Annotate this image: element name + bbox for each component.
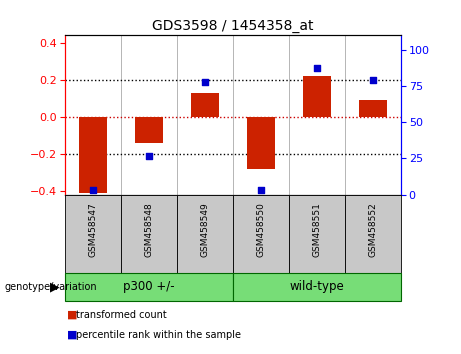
Text: p300 +/-: p300 +/- xyxy=(123,280,174,293)
Point xyxy=(89,187,96,193)
Text: GSM458549: GSM458549 xyxy=(200,202,209,257)
Bar xyxy=(191,93,219,117)
Bar xyxy=(359,100,387,117)
Point xyxy=(369,77,377,83)
Text: GSM458548: GSM458548 xyxy=(144,202,153,257)
Text: percentile rank within the sample: percentile rank within the sample xyxy=(76,330,241,339)
Bar xyxy=(247,117,275,169)
Bar xyxy=(303,76,331,117)
Text: genotype/variation: genotype/variation xyxy=(5,282,97,292)
Text: GSM458547: GSM458547 xyxy=(88,202,97,257)
Point xyxy=(201,79,208,85)
Text: ■: ■ xyxy=(67,330,77,339)
Text: GSM458551: GSM458551 xyxy=(313,202,321,257)
Text: transformed count: transformed count xyxy=(76,310,167,320)
Point xyxy=(257,187,265,193)
Point xyxy=(313,65,321,71)
Text: GSM458550: GSM458550 xyxy=(256,202,266,257)
Bar xyxy=(78,117,106,193)
Text: ■: ■ xyxy=(67,310,77,320)
Text: GSM458552: GSM458552 xyxy=(368,202,378,257)
Title: GDS3598 / 1454358_at: GDS3598 / 1454358_at xyxy=(152,19,313,33)
Text: ▶: ▶ xyxy=(50,280,60,293)
Point xyxy=(145,153,152,159)
Text: wild-type: wild-type xyxy=(290,280,344,293)
Bar xyxy=(135,117,163,143)
